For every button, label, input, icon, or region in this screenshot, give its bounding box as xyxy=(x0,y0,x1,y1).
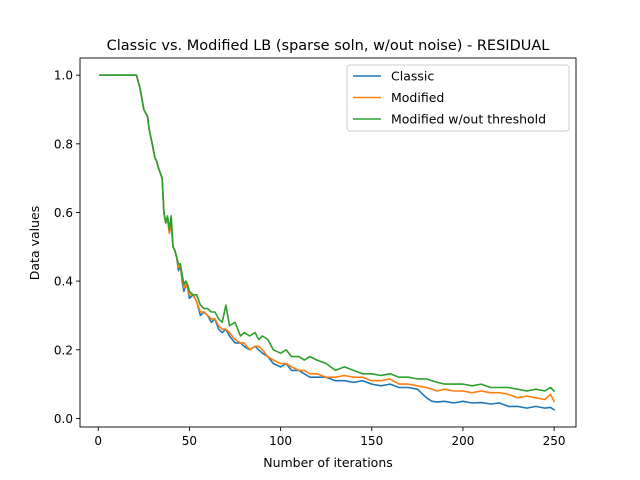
series-line-3 xyxy=(99,74,556,393)
y-tick-label: 0.2 xyxy=(54,343,73,357)
legend-label: Modified w/out threshold xyxy=(391,112,546,127)
axes: 0 50 100 150 200 250 0.0 0.2 0.4 0.6 0.8 1.0 xyxy=(54,57,577,448)
y-tick-label: 0.8 xyxy=(54,137,73,151)
x-tick-label: 250 xyxy=(543,434,566,448)
plot-frame xyxy=(79,57,577,428)
legend-box xyxy=(346,64,570,132)
y-tick-label: 0.4 xyxy=(54,275,73,289)
series-lines xyxy=(99,74,556,411)
legend: Classic Modified Modified w/out threshold xyxy=(346,64,570,132)
y-tick-label: 0.0 xyxy=(54,412,73,426)
chart-title: Classic vs. Modified LB (sparse soln, w/… xyxy=(107,38,550,54)
y-tick-label: 0.6 xyxy=(54,206,73,220)
y-tick-label: 1.0 xyxy=(54,69,73,83)
y-axis-label: Data values xyxy=(27,206,42,280)
x-tick-label: 100 xyxy=(269,434,292,448)
legend-label: Modified xyxy=(391,90,444,105)
x-tick-label: 150 xyxy=(360,434,383,448)
x-tick-label: 50 xyxy=(182,434,197,448)
x-tick-label: 0 xyxy=(94,434,102,448)
legend-label: Classic xyxy=(391,69,434,84)
x-axis-label: Number of iterations xyxy=(263,455,393,470)
x-tick-label: 200 xyxy=(451,434,474,448)
